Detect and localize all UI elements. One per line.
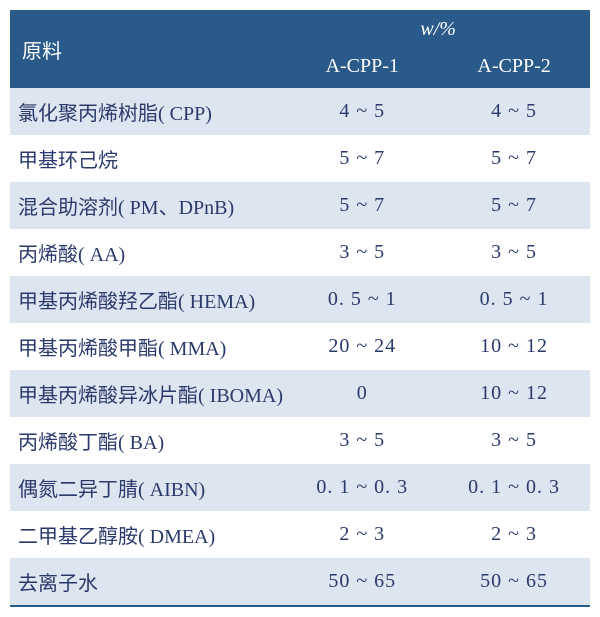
table-row: 甲基丙烯酸甲酯( MMA)20 ~ 2410 ~ 12 (10, 323, 590, 370)
cell-col2: 4 ~ 5 (438, 88, 590, 135)
cell-name: 丙烯酸( AA) (10, 229, 286, 276)
table-row: 甲基丙烯酸异冰片酯( IBOMA)010 ~ 12 (10, 370, 590, 417)
composition-table: 原料 w/% A-CPP-1 A-CPP-2 氯化聚丙烯树脂( CPP)4 ~ … (10, 10, 590, 607)
table-body: 氯化聚丙烯树脂( CPP)4 ~ 54 ~ 5甲基环己烷5 ~ 75 ~ 7混合… (10, 88, 590, 606)
table-row: 偶氮二异丁腈( AIBN)0. 1 ~ 0. 30. 1 ~ 0. 3 (10, 464, 590, 511)
cell-col1: 4 ~ 5 (286, 88, 438, 135)
cell-col1: 5 ~ 7 (286, 135, 438, 182)
cell-col1: 50 ~ 65 (286, 558, 438, 606)
cell-col2: 0. 1 ~ 0. 3 (438, 464, 590, 511)
cell-col2: 50 ~ 65 (438, 558, 590, 606)
cell-name: 甲基丙烯酸异冰片酯( IBOMA) (10, 370, 286, 417)
cell-name: 偶氮二异丁腈( AIBN) (10, 464, 286, 511)
cell-col2: 5 ~ 7 (438, 182, 590, 229)
table-row: 氯化聚丙烯树脂( CPP)4 ~ 54 ~ 5 (10, 88, 590, 135)
cell-name: 甲基环己烷 (10, 135, 286, 182)
table-row: 甲基环己烷5 ~ 75 ~ 7 (10, 135, 590, 182)
cell-col2: 3 ~ 5 (438, 417, 590, 464)
cell-name: 甲基丙烯酸羟乙酯( HEMA) (10, 276, 286, 323)
cell-col1: 2 ~ 3 (286, 511, 438, 558)
cell-col2: 3 ~ 5 (438, 229, 590, 276)
cell-col2: 10 ~ 12 (438, 323, 590, 370)
header-col2: A-CPP-2 (438, 47, 590, 88)
cell-name: 丙烯酸丁酯( BA) (10, 417, 286, 464)
cell-name: 混合助溶剂( PM、DPnB) (10, 182, 286, 229)
cell-col1: 0 (286, 370, 438, 417)
table-row: 二甲基乙醇胺( DMEA)2 ~ 32 ~ 3 (10, 511, 590, 558)
cell-col2: 5 ~ 7 (438, 135, 590, 182)
header-rawmaterial: 原料 (10, 10, 286, 88)
cell-name: 二甲基乙醇胺( DMEA) (10, 511, 286, 558)
cell-col1: 0. 5 ~ 1 (286, 276, 438, 323)
cell-col2: 2 ~ 3 (438, 511, 590, 558)
table-row: 丙烯酸( AA)3 ~ 53 ~ 5 (10, 229, 590, 276)
cell-col1: 0. 1 ~ 0. 3 (286, 464, 438, 511)
cell-col1: 5 ~ 7 (286, 182, 438, 229)
header-weightfraction: w/% (286, 10, 590, 47)
table-row: 甲基丙烯酸羟乙酯( HEMA)0. 5 ~ 10. 5 ~ 1 (10, 276, 590, 323)
table-row: 去离子水50 ~ 6550 ~ 65 (10, 558, 590, 606)
table-row: 混合助溶剂( PM、DPnB)5 ~ 75 ~ 7 (10, 182, 590, 229)
cell-col1: 3 ~ 5 (286, 417, 438, 464)
cell-col1: 20 ~ 24 (286, 323, 438, 370)
table-row: 丙烯酸丁酯( BA)3 ~ 53 ~ 5 (10, 417, 590, 464)
header-col1: A-CPP-1 (286, 47, 438, 88)
cell-col2: 10 ~ 12 (438, 370, 590, 417)
cell-col1: 3 ~ 5 (286, 229, 438, 276)
cell-name: 去离子水 (10, 558, 286, 606)
cell-name: 氯化聚丙烯树脂( CPP) (10, 88, 286, 135)
cell-col2: 0. 5 ~ 1 (438, 276, 590, 323)
cell-name: 甲基丙烯酸甲酯( MMA) (10, 323, 286, 370)
